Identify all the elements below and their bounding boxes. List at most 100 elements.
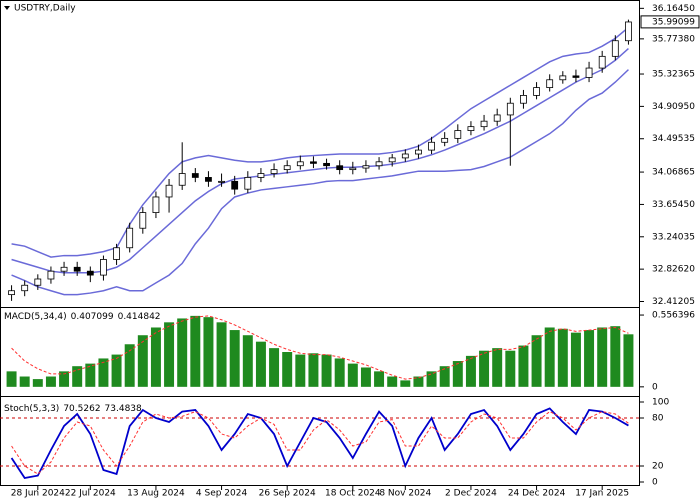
macd-bar — [164, 322, 175, 387]
macd-bar — [190, 315, 201, 387]
plot-frame — [0, 0, 640, 486]
label-part: Stoch(5,3,3) — [4, 404, 59, 414]
candle-body — [428, 141, 435, 151]
candle-body — [21, 284, 29, 292]
candle-body — [60, 266, 68, 272]
macd-bar — [85, 363, 96, 387]
label-part: MACD(5,34,4) — [4, 312, 67, 322]
label-part: 0.414842 — [118, 312, 161, 322]
macd-bar — [505, 350, 516, 387]
candle-body — [191, 173, 199, 178]
candle-body — [388, 157, 396, 163]
x-tick-label: 17 Jan 2025 — [575, 489, 629, 499]
candle-body — [165, 184, 173, 198]
candle-body — [506, 102, 514, 116]
macd-bar — [347, 363, 358, 387]
y-tick-label: 35.32365 — [652, 70, 695, 80]
macd-bar — [400, 380, 411, 387]
y-tick-label: 32.41205 — [652, 297, 695, 307]
label-part: 73.4838 — [105, 404, 142, 414]
y-tick-label: 80 — [652, 414, 664, 424]
macd-bar — [216, 322, 227, 387]
macd-bar — [229, 330, 240, 387]
macd-bar — [544, 327, 555, 387]
current-price: 35.99099 — [652, 17, 695, 27]
candle-body — [113, 247, 120, 260]
line — [10, 407, 629, 479]
label-part: 0.407099 — [71, 312, 114, 322]
macd-bar — [255, 341, 266, 387]
candle-body — [598, 55, 606, 69]
x-tick-label: 24 Dec 2024 — [508, 489, 566, 499]
macd-bar — [557, 328, 568, 387]
macd-bar — [177, 318, 188, 387]
candle-body — [480, 120, 488, 128]
candle-body — [533, 87, 540, 96]
candle-body — [493, 114, 501, 122]
x-tick-label: 28 Jun 2024 — [11, 489, 65, 499]
candle-body — [8, 290, 15, 296]
macd-bar — [570, 332, 581, 387]
y-tick-label: 36.16450 — [652, 4, 695, 14]
macd-bar — [465, 355, 476, 387]
macd-bar — [597, 327, 608, 387]
macd-bar — [360, 367, 371, 387]
x-tick-label: 22 Jul 2024 — [65, 489, 116, 499]
y-tick-label: 33.65450 — [652, 200, 695, 210]
candle-body — [139, 212, 147, 229]
candle-body — [467, 126, 475, 131]
candle-body — [47, 270, 55, 280]
candle-body — [178, 173, 186, 186]
macd-bar — [518, 345, 529, 387]
x-tick-label: 8 Nov 2024 — [379, 489, 431, 499]
candle-body — [270, 169, 278, 174]
x-tick-label: 4 Sep 2024 — [196, 489, 248, 499]
x-tick-label: 18 Oct 2024 — [325, 489, 381, 499]
candle-body — [441, 137, 449, 143]
x-tick-label: 13 Aug 2024 — [127, 489, 185, 499]
line — [11, 47, 629, 274]
line — [11, 411, 629, 475]
x-tick-label: 26 Sep 2024 — [259, 489, 316, 499]
macd-bar — [19, 376, 30, 387]
candle-body — [559, 75, 567, 81]
candle-body — [73, 266, 81, 272]
y-tick-label: 35.77380 — [652, 34, 695, 44]
price-box — [640, 15, 700, 29]
macd-bar — [124, 344, 135, 387]
candle-body — [401, 153, 409, 159]
macd-bar — [72, 366, 83, 387]
macd-bar — [479, 350, 490, 387]
label-part: 70.5262 — [63, 404, 100, 414]
candle-body — [244, 177, 252, 190]
macd-bar — [203, 317, 214, 387]
candle-body — [362, 165, 370, 169]
candle-body — [283, 165, 291, 171]
macd-bar — [531, 335, 542, 387]
macd-bar — [137, 335, 148, 387]
candle-body — [257, 173, 265, 178]
candle-body — [323, 162, 330, 167]
candle-body — [454, 130, 462, 139]
candle-body — [349, 167, 357, 171]
y-tick-label: 34.49535 — [652, 134, 695, 144]
y-tick-label: 33.24035 — [652, 232, 695, 242]
y-tick-label: 32.82620 — [652, 265, 695, 275]
menu-arrow — [4, 6, 10, 10]
y-tick-label: 0.556396 — [652, 311, 695, 321]
candle-body — [34, 278, 42, 286]
candle-body — [231, 180, 239, 190]
candle-body — [611, 40, 619, 57]
chart-title: USDTRY,Daily — [14, 4, 76, 14]
indicator-label: MACD(5,34,4) 0.407099 0.414842 — [4, 312, 161, 322]
macd-bar — [150, 327, 161, 387]
macd-bar — [295, 354, 306, 387]
x-tick-label: 2 Dec 2024 — [445, 489, 497, 499]
macd-bar — [32, 379, 43, 387]
macd-bar — [492, 348, 503, 387]
macd-bar — [413, 376, 424, 387]
y-tick-label: 0 — [652, 382, 658, 392]
y-tick-label: 34.06865 — [652, 168, 695, 178]
y-tick-label: 0 — [652, 478, 658, 488]
